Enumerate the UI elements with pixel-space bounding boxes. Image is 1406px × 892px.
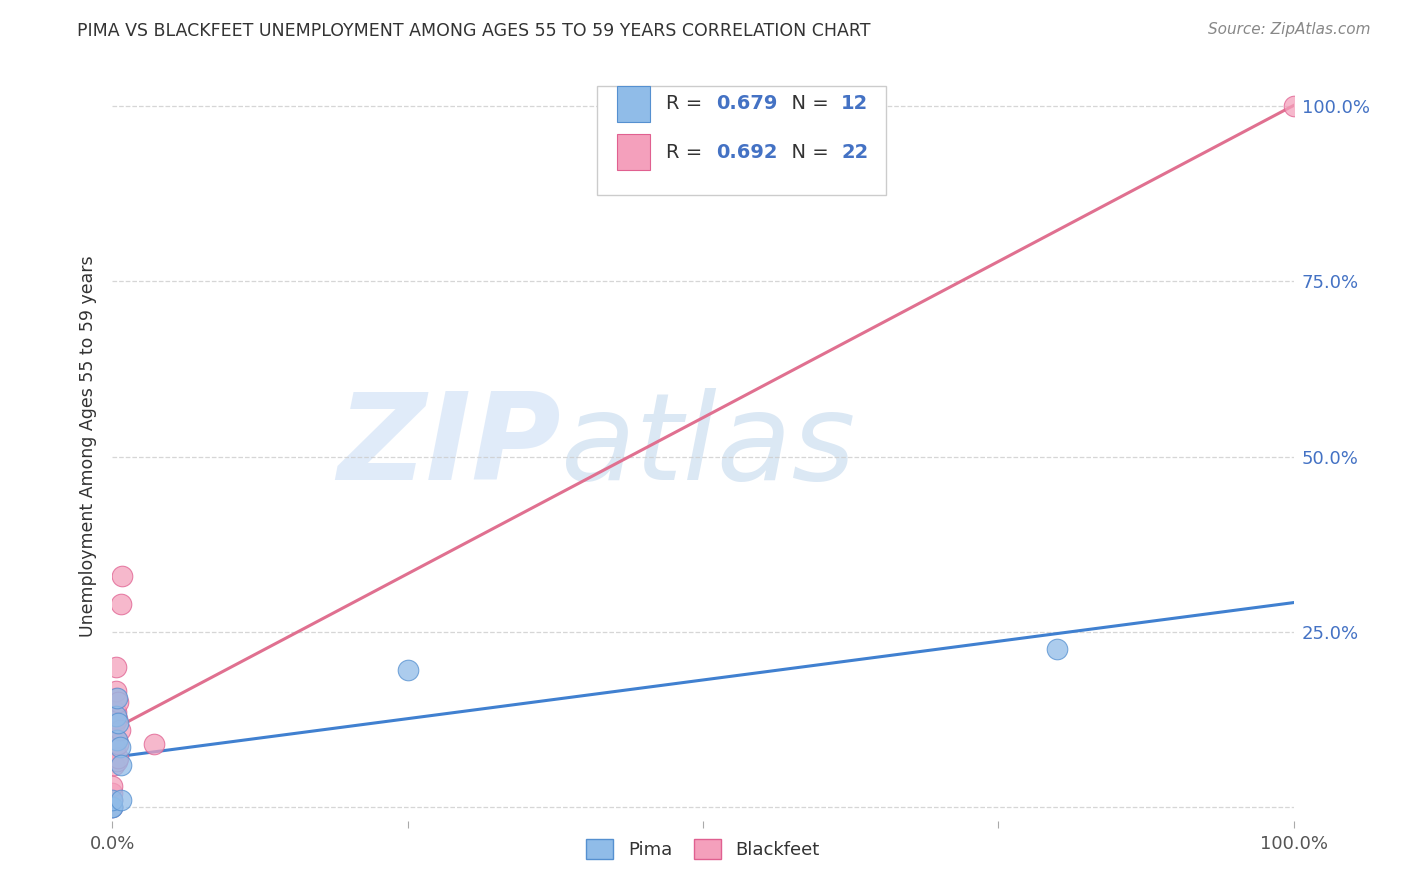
Point	[396, 663, 419, 677]
Point	[101, 799, 124, 814]
Point	[105, 705, 128, 719]
Text: 22: 22	[841, 143, 869, 161]
Text: PIMA VS BLACKFEET UNEMPLOYMENT AMONG AGES 55 TO 59 YEARS CORRELATION CHART: PIMA VS BLACKFEET UNEMPLOYMENT AMONG AGE…	[77, 22, 870, 40]
FancyBboxPatch shape	[617, 86, 650, 121]
Point	[105, 733, 128, 747]
Point	[101, 779, 124, 793]
Text: R =: R =	[666, 143, 709, 161]
Point	[1046, 642, 1069, 657]
Text: 0.679: 0.679	[716, 94, 778, 113]
Point	[108, 740, 131, 755]
Point	[108, 723, 131, 737]
Point	[101, 799, 124, 814]
Point	[101, 786, 124, 800]
Point	[104, 740, 127, 755]
Legend: Pima, Blackfeet: Pima, Blackfeet	[578, 830, 828, 868]
Point	[103, 757, 125, 772]
Point	[111, 568, 134, 582]
Point	[105, 659, 128, 673]
Point	[107, 695, 129, 709]
FancyBboxPatch shape	[617, 135, 650, 170]
Text: N =: N =	[779, 143, 835, 161]
Text: Source: ZipAtlas.com: Source: ZipAtlas.com	[1208, 22, 1371, 37]
Text: ZIP: ZIP	[337, 387, 561, 505]
Point	[101, 792, 124, 806]
Point	[105, 754, 128, 768]
Text: N =: N =	[779, 94, 835, 113]
Text: 12: 12	[841, 94, 869, 113]
Point	[107, 737, 129, 751]
Point	[101, 792, 124, 806]
Point	[105, 691, 128, 706]
Point	[110, 597, 132, 611]
Point	[101, 799, 124, 814]
Point	[105, 712, 128, 726]
Point	[110, 792, 132, 806]
Point	[105, 691, 128, 706]
Point	[105, 684, 128, 698]
Y-axis label: Unemployment Among Ages 55 to 59 years: Unemployment Among Ages 55 to 59 years	[79, 255, 97, 637]
Point	[142, 737, 165, 751]
Text: R =: R =	[666, 94, 709, 113]
Point	[105, 708, 128, 723]
FancyBboxPatch shape	[596, 87, 886, 195]
Point	[107, 750, 129, 764]
Point	[107, 715, 129, 730]
Point	[104, 715, 127, 730]
Point	[110, 757, 132, 772]
Point	[105, 733, 128, 747]
Point	[1282, 99, 1305, 113]
Text: atlas: atlas	[561, 387, 856, 505]
Text: 0.692: 0.692	[716, 143, 778, 161]
